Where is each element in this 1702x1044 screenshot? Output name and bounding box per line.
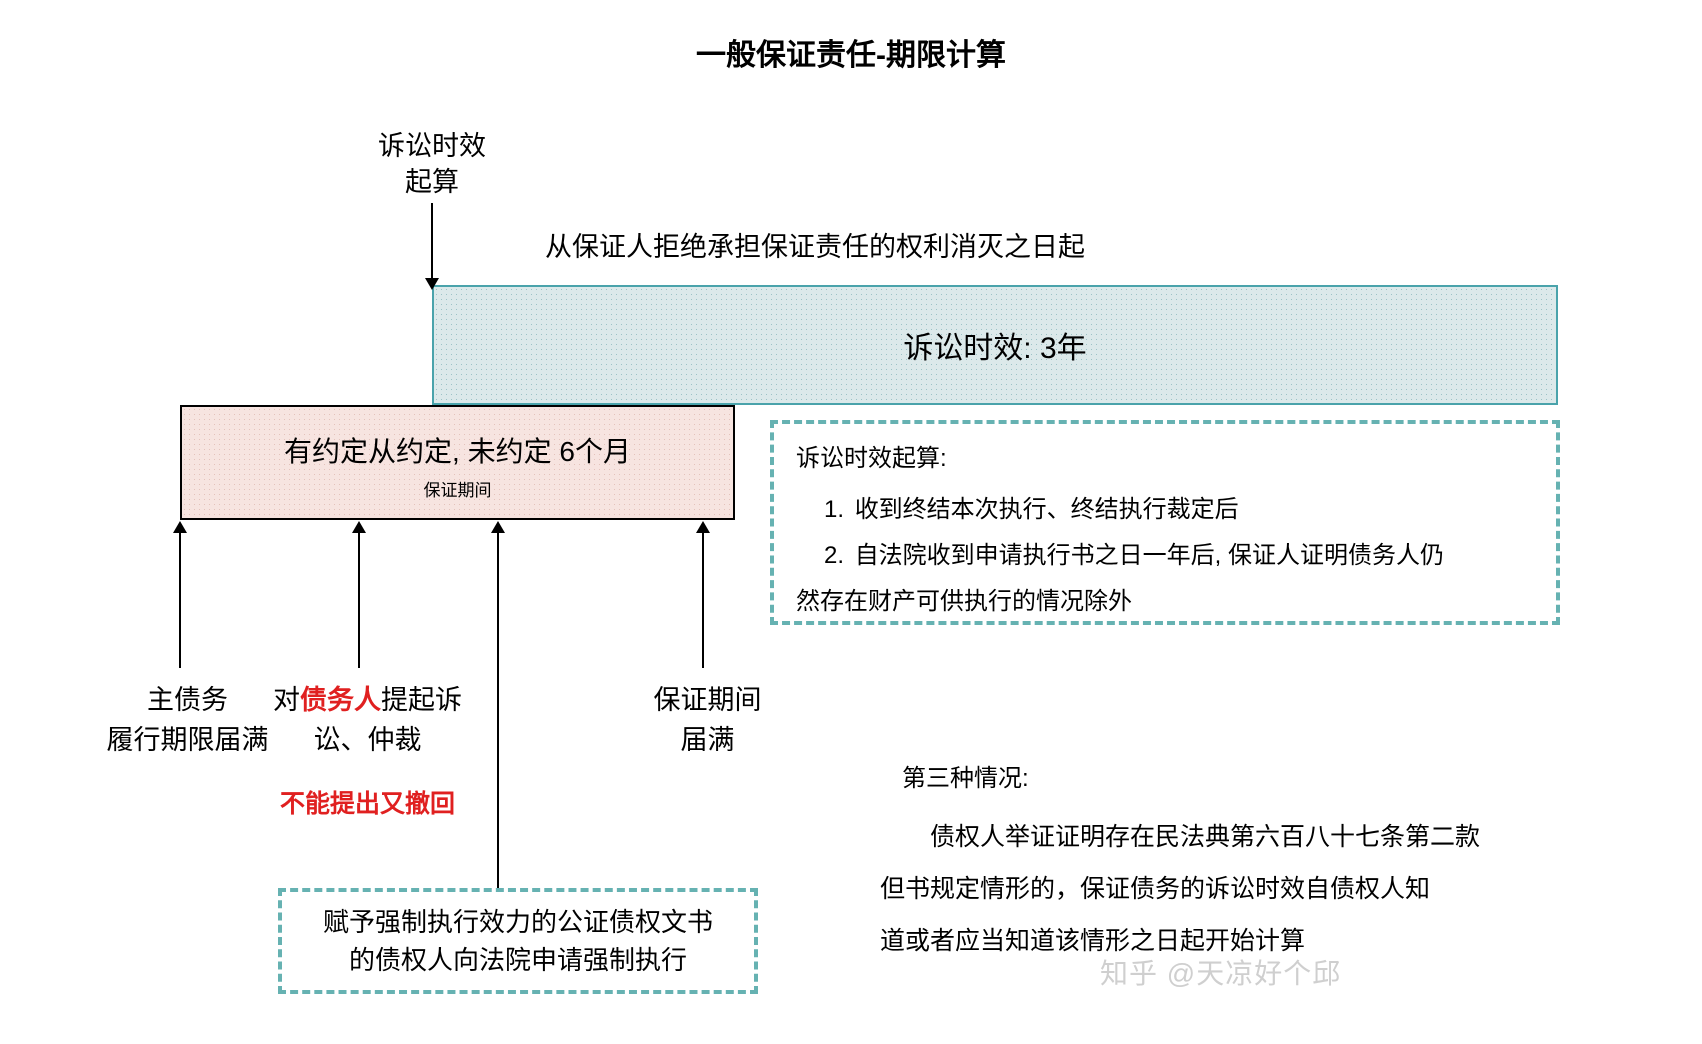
page-title: 一般保证责任-期限计算	[0, 30, 1702, 74]
dashed-right-box: 诉讼时效起算: 1. 收到终结本次执行、终结执行裁定后 2. 自法院收到申请执行…	[770, 420, 1560, 625]
pink-box-line1: 有约定从约定, 未约定 6个月	[284, 430, 631, 470]
callout-top-line2: 起算	[405, 164, 459, 200]
label-b: 对债务人提起诉 讼、仲裁 不能提出又撤回	[265, 680, 470, 824]
dashed-bottom-line2: 的债权人向法院申请强制执行	[349, 941, 687, 979]
callout-top: 诉讼时效 起算	[362, 128, 502, 200]
arrow-b-line	[358, 533, 360, 668]
dashed-right-item2a: 自法院收到申请执行书之日一年后, 保证人证明债务人仍	[855, 542, 1444, 569]
label-b-warn: 不能提出又撤回	[280, 784, 455, 824]
dashed-right-title: 诉讼时效起算:	[796, 438, 1534, 473]
callout-top-line1: 诉讼时效	[378, 128, 486, 164]
arrow-a-line	[179, 533, 181, 668]
para-right-line1: 债权人举证证明存在民法典第六百八十七条第二款	[930, 823, 1480, 851]
arrow-c-head	[696, 521, 710, 533]
label-a: 主债务 履行期限届满	[95, 680, 280, 760]
arrow-b-head	[352, 521, 366, 533]
dashed-bottom-box: 赋予强制执行效力的公证债权文书 的债权人向法院申请强制执行	[278, 888, 758, 994]
dashed-right-item2b: 然存在财产可供执行的情况除外	[796, 588, 1132, 615]
arrow-b2-line	[497, 533, 499, 889]
label-c-line1: 保证期间	[654, 680, 762, 720]
blue-limitation-box: 诉讼时效: 3年	[432, 285, 1558, 405]
arrow-a-head	[173, 521, 187, 533]
dashed-bottom-line1: 赋予强制执行效力的公证债权文书	[323, 903, 713, 941]
dashed-right-item2-num: 2.	[824, 542, 844, 569]
arrow-c-line	[702, 533, 704, 668]
blue-box-text: 诉讼时效: 3年	[903, 323, 1086, 367]
label-c-line2: 届满	[681, 720, 735, 760]
dashed-right-item1-text: 收到终结本次执行、终结执行裁定后	[855, 496, 1239, 523]
watermark: 知乎 @天凉好个邱	[1100, 952, 1341, 992]
label-a-line2: 履行期限届满	[107, 720, 269, 760]
callout-top-arrowhead	[425, 278, 439, 290]
para-right: 第三种情况: 债权人举证证明存在民法典第六百八十七条第二款 但书规定情形的，保证…	[880, 758, 1560, 967]
arrow-b2-head	[491, 521, 505, 533]
top-label: 从保证人拒绝承担保证责任的权利消灭之日起	[545, 225, 1085, 264]
label-a-line1: 主债务	[147, 680, 228, 720]
pink-box-line2: 保证期间	[424, 476, 492, 501]
label-b-red: 债务人	[300, 685, 381, 715]
dashed-right-item1-num: 1.	[824, 496, 844, 523]
label-b-post: 提起诉	[381, 685, 462, 715]
para-right-title: 第三种情况:	[902, 758, 1560, 793]
para-right-line2: 但书规定情形的，保证债务的诉讼时效自债权人知	[880, 863, 1560, 915]
label-c: 保证期间 届满	[625, 680, 790, 760]
label-b-line2: 讼、仲裁	[314, 720, 422, 760]
label-b-pre: 对	[273, 685, 300, 715]
callout-top-line	[431, 203, 433, 285]
pink-guarantee-box: 有约定从约定, 未约定 6个月 保证期间	[180, 405, 735, 520]
